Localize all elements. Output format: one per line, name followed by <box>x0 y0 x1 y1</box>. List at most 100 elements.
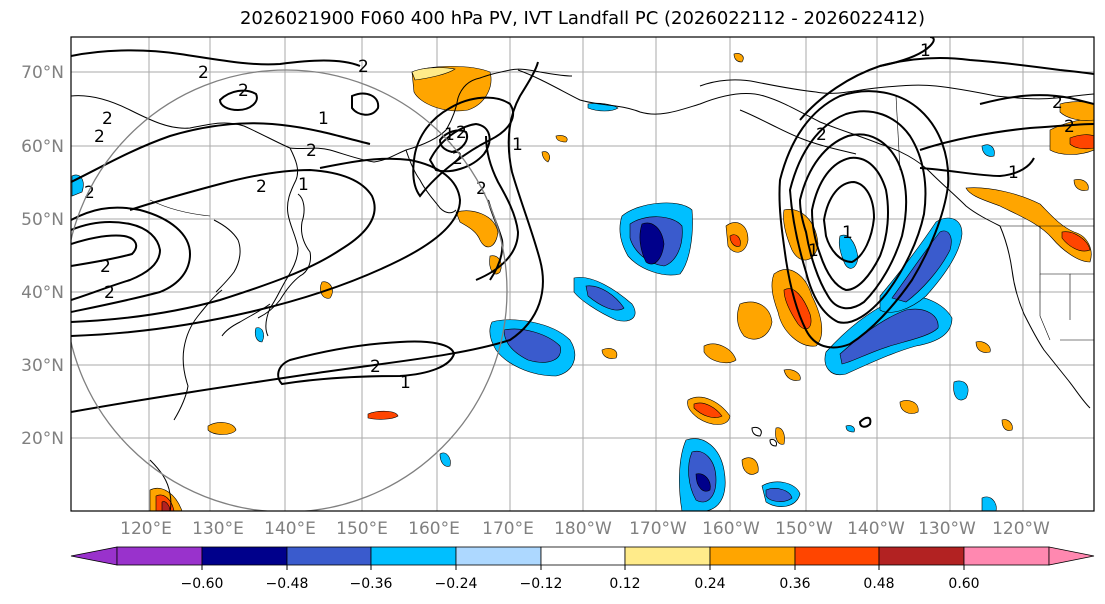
shade-positive <box>1073 179 1089 191</box>
shade-positive <box>899 400 919 414</box>
latitude-labels: 70°N 60°N 50°N 40°N 30°N 20°N <box>21 63 64 449</box>
colorbar-segment <box>540 546 626 566</box>
colorbar-segment <box>624 546 711 566</box>
shade-positive-strong <box>729 234 741 247</box>
shade-negative-strong <box>765 488 793 502</box>
contour-label: 1 <box>298 175 309 195</box>
lat-label: 60°N <box>21 137 64 157</box>
shade-positive <box>555 135 568 143</box>
coastline-arctic <box>699 79 1094 100</box>
coastline-eurasia-north <box>71 68 573 163</box>
colorbar-segment <box>963 546 1050 566</box>
pv-contour <box>438 129 468 154</box>
pv-contour <box>799 57 1094 121</box>
contour-label: 2 <box>104 283 115 303</box>
coastline-hawaii <box>769 439 777 447</box>
shade-positive <box>733 53 744 63</box>
pv-contour <box>428 122 491 173</box>
shade-negative <box>981 496 997 511</box>
pv-contour <box>788 110 927 324</box>
contour-label: 1 <box>808 241 819 261</box>
colorbar-label: −0.24 <box>435 576 478 592</box>
contour-label: 2 <box>456 123 467 143</box>
contour-label: 1 <box>1008 163 1019 183</box>
colorbar-label: −0.36 <box>350 576 393 592</box>
shade-negative <box>953 380 969 401</box>
contour-label: 1 <box>400 373 411 393</box>
contour-label: 1 <box>920 41 931 61</box>
colorbar-label: 0.24 <box>694 576 725 592</box>
shade-negative-strong <box>585 285 625 311</box>
border-state <box>1039 226 1071 320</box>
colorbar-label: −0.12 <box>520 576 563 592</box>
shade-positive <box>1001 419 1013 431</box>
shade-positive <box>783 369 801 381</box>
shade-positive-strong <box>367 410 399 420</box>
pv-contours <box>71 37 1094 428</box>
pv-contour <box>879 37 935 67</box>
pv-contour <box>475 135 520 281</box>
lat-label: 70°N <box>21 63 64 83</box>
colorbar-segment <box>709 546 796 566</box>
pv-contour <box>71 168 376 323</box>
lon-label: 120°W <box>992 519 1050 539</box>
shade-positive <box>601 348 618 359</box>
contour-label: 2 <box>816 125 827 145</box>
colorbar-segment <box>878 546 965 566</box>
lon-label: 180°W <box>554 519 612 539</box>
coastline-philippines <box>149 459 172 511</box>
pv-contour <box>822 180 876 264</box>
pv-contour <box>810 156 889 292</box>
shade-negative <box>439 452 451 467</box>
shade-negative <box>845 425 855 433</box>
shade-positive <box>965 187 1092 263</box>
shade-positive <box>741 457 759 475</box>
shade-positive-strongest <box>161 501 171 511</box>
contour-label: 1 <box>318 109 329 129</box>
contour-label: 2 <box>100 257 111 277</box>
colorbar-label: −0.48 <box>266 576 309 592</box>
contour-label: 2 <box>102 109 113 129</box>
contour-label: 1 <box>512 135 523 155</box>
pv-contour <box>71 206 192 313</box>
pv-contour <box>778 90 950 349</box>
shade-negative-strongest <box>695 473 711 492</box>
pv-contour <box>218 89 258 112</box>
lon-label: 130°E <box>192 519 244 539</box>
shade-negative-strong <box>839 308 939 365</box>
pv-contour <box>919 123 1094 151</box>
colorbar <box>70 546 1095 566</box>
colorbar-ticks <box>201 565 965 570</box>
pv-contour <box>798 133 908 310</box>
pv-contour <box>979 94 1094 105</box>
colorbar-segment <box>794 546 880 566</box>
colorbar-segment <box>201 546 288 566</box>
lat-label: 20°N <box>21 429 64 449</box>
colorbar-extend-max <box>1048 546 1095 566</box>
pv-contour <box>412 96 515 198</box>
border-state <box>1039 274 1051 341</box>
shade-positive <box>489 255 502 275</box>
pv-contour <box>71 234 138 267</box>
longitude-labels: 120°E 130°E 140°E 150°E 160°E 170°E 180°… <box>120 519 1050 539</box>
shade-positive-strong <box>1061 231 1091 252</box>
lon-label: 140°W <box>847 519 905 539</box>
lon-label: 160°W <box>702 519 760 539</box>
contour-label: 2 <box>358 57 369 77</box>
colorbar-label: 0.12 <box>609 576 640 592</box>
gridlines <box>71 37 1094 511</box>
lon-label: 130°W <box>918 519 976 539</box>
contour-label: 2 <box>1064 117 1075 137</box>
contour-label: 2 <box>1052 93 1063 113</box>
border-alaska-canada <box>895 95 901 171</box>
colorbar-label: 0.48 <box>863 576 894 592</box>
contour-label: 2 <box>370 357 381 377</box>
lat-label: 50°N <box>21 210 64 230</box>
pv-contour <box>351 92 380 116</box>
range-circle <box>71 69 508 511</box>
colorbar-segment <box>116 546 203 566</box>
contour-label: 2 <box>452 149 463 169</box>
lon-label: 170°E <box>482 519 534 539</box>
shade-negative-strong <box>503 328 561 363</box>
shade-positive <box>541 151 550 163</box>
